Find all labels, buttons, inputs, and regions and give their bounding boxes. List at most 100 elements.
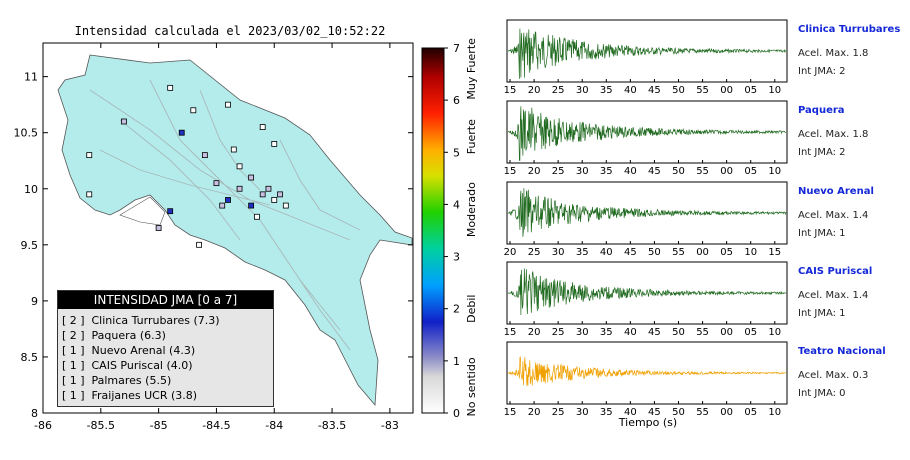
legend-row-intensity: [ 2 ] [62,329,85,342]
map-y-tick-label: 9.5 [21,239,39,252]
station-marker[interactable] [190,107,197,114]
station-marker[interactable] [236,163,243,170]
legend-row-intensity: [ 1 ] [62,359,85,372]
waveform-tick-label: 50 [672,166,685,177]
legend-row-station: Fraijanes UCR (3.8) [88,389,198,402]
station-marker[interactable] [236,185,243,192]
station-marker[interactable] [225,197,231,203]
jma-intensity: Int JMA: 1 [798,308,846,319]
station-name: CAIS Puriscal [798,266,873,277]
station-marker[interactable] [271,141,278,147]
colorbar-tick-label: 4 [453,198,460,211]
waveform-plot: 15 20 25 30 35 40 45 50 55 00 05 10 [504,100,788,177]
colorbar-tick-label: 1 [453,355,460,368]
station-marker[interactable] [225,101,231,108]
station-marker[interactable] [167,84,174,91]
station-marker[interactable] [259,124,266,130]
colorbar-tick-label: 5 [453,146,460,159]
station-marker[interactable] [196,241,202,248]
station-marker[interactable] [167,208,174,215]
waveform-tick-label: 15 [504,407,517,418]
waveform-x-axis-label: Tiempo (s) [618,416,677,429]
waveform-tick-label: 10 [768,166,781,177]
station-name: Clinica Turrubares [798,24,901,35]
waveform-tick-label: 40 [624,327,637,338]
waveform-tick-label: 30 [576,85,589,96]
waveform-tick-label: 00 [720,327,733,338]
waveform-tick-label: 45 [648,166,661,177]
station-marker[interactable] [219,202,226,209]
waveform-tick-label: 25 [552,327,565,338]
map-y-tick-label: 8 [31,407,38,420]
station-name: Paquera [798,105,845,116]
waveform-tick-label: 45 [648,85,661,96]
waveform-tick-label: 20 [528,166,541,177]
station-marker[interactable] [259,191,266,198]
waveform-trace [507,356,787,386]
costa-rica-land [57,54,413,407]
waveform-tick-label: 20 [528,327,541,338]
colorbar-category-label: Muy Fuerte [465,38,478,100]
station-marker[interactable] [201,152,208,159]
legend-row: [ 1 ] Fraijanes UCR (3.8) [58,388,273,403]
station-name: Teatro Nacional [798,346,886,357]
station-marker[interactable] [248,174,255,181]
station-marker[interactable] [86,191,93,198]
intensity-legend: INTENSIDAD JMA [0 a 7] [ 2 ] Clinica Tur… [57,290,274,407]
station-marker[interactable] [230,146,237,153]
road-network [89,79,361,351]
map-x-tick-label: -85.5 [87,419,115,432]
station-marker[interactable] [271,197,278,203]
map-x-tick-label: -86 [34,419,52,432]
waveform-tick-label: 25 [528,247,541,258]
colorbar-category-label: Debil [465,295,478,323]
waveform-panel: 15 20 25 30 35 40 45 50 55 00 05 10 15 20 25 30 35 40 45 50… [504,19,788,429]
map-x-tick-label: -83 [381,419,399,432]
station-marker[interactable] [254,213,260,220]
waveform-tick-label: 15 [768,247,781,258]
legend-row: [ 1 ] Nuevo Arenal (4.3) [58,343,273,358]
station-marker[interactable] [155,225,162,231]
station-marker[interactable] [86,152,93,159]
colorbar-tick-label: 7 [453,42,460,55]
station-marker[interactable] [277,191,283,198]
station-marker[interactable] [178,129,185,136]
map-x-tick-label: -84.5 [202,419,230,432]
waveform-tick-label: 55 [696,407,709,418]
waveform-tick-label: 15 [504,327,517,338]
map-y-tick-label: 10.5 [14,127,39,140]
waveform-plot: 15 20 25 30 35 40 45 50 55 00 05 10 [504,19,788,96]
waveform-tick-label: 50 [672,327,685,338]
max-acceleration: Acel. Max. 0.3 [798,370,869,381]
waveform-plot: 15 20 25 30 35 40 45 50 55 00 05 10 [504,261,788,338]
station-marker[interactable] [121,118,127,125]
waveform-trace [507,188,787,237]
map-x-tick-label: -83.5 [318,419,346,432]
colorbar: 0 1 2 3 4 5 6 7 No sentido Debil Moderado Fuerte Mu… [421,38,478,420]
waveform-tick-label: 30 [576,166,589,177]
waveform-tick-label: 55 [696,85,709,96]
map-axes: -86 -85.5 -85 -84.5 -84 -83.5 -83 8 8.5 9 9.5 10 10.… [14,43,413,432]
jma-intensity: Int JMA: 2 [798,66,846,77]
legend-row-intensity: [ 1 ] [62,344,85,357]
legend-row: [ 1 ] Palmares (5.5) [58,373,273,388]
waveform-tick-label: 35 [600,166,613,177]
legend-row-station: Paquera (6.3) [88,329,166,342]
waveform-tick-label: 00 [720,166,733,177]
legend-row: [ 1 ] CAIS Puriscal (4.0) [58,358,273,373]
legend-row-station: CAIS Puriscal (4.0) [88,359,193,372]
station-marker[interactable] [248,202,255,209]
waveform-tick-label: 35 [576,247,589,258]
waveform-tick-label: 00 [720,85,733,96]
waveform-tick-label: 55 [696,166,709,177]
station-marker[interactable] [213,180,220,187]
waveform-tick-label: 15 [504,85,517,96]
waveform-tick-label: 35 [600,327,613,338]
colorbar-category-label: Fuerte [465,119,478,154]
waveform-tick-label: 40 [624,166,637,177]
waveform-tick-label: 00 [720,407,733,418]
station-marker[interactable] [265,185,272,192]
station-marker[interactable] [282,202,289,209]
map-y-tick-label: 8.5 [21,351,39,364]
waveform-trace [507,268,787,316]
